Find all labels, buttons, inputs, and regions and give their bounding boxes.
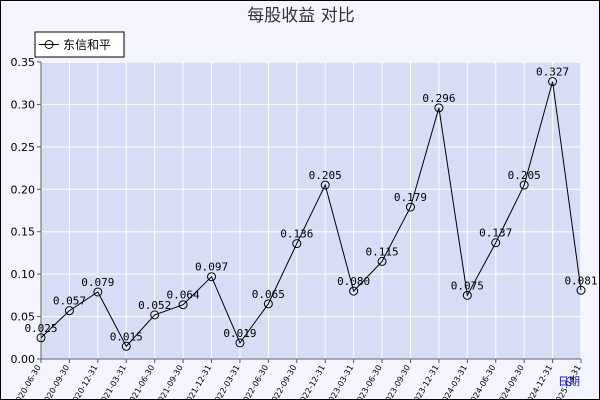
y-tick-label: 0.05: [11, 311, 36, 324]
data-label: 0.064: [167, 289, 200, 302]
data-point-marker: [292, 239, 302, 249]
x-tick-label: 2023-06-30: [353, 364, 384, 400]
y-axis: 0.00 0.05 0.10 0.15 0.20 0.25 0.30 0.35: [11, 56, 42, 366]
chart-title: 每股收益 对比: [247, 6, 354, 26]
data-point-marker: [121, 341, 131, 351]
y-tick-label: 0.25: [11, 141, 36, 154]
data-point-marker: [235, 338, 245, 348]
x-tick-label: 2024-12-31: [523, 364, 554, 400]
data-label: 0.075: [451, 279, 484, 292]
data-point-marker: [320, 180, 330, 190]
x-tick-label: 2021-12-31: [182, 364, 213, 400]
data-label: 0.179: [394, 191, 427, 204]
y-tick-label: 0.10: [11, 268, 36, 281]
x-tick-label: 2022-03-31: [211, 364, 242, 400]
x-tick-label: 2020-09-30: [40, 364, 71, 400]
data-label: 0.296: [422, 92, 455, 105]
data-point-marker: [548, 77, 558, 87]
data-label: 0.205: [309, 169, 342, 182]
y-tick-label: 0.15: [11, 226, 36, 239]
data-label: 0.019: [223, 327, 256, 340]
x-tick-label: 2024-09-30: [495, 364, 526, 400]
data-label: 0.052: [138, 299, 171, 312]
legend-marker-icon: [44, 40, 54, 49]
data-point-marker: [349, 286, 359, 296]
y-tick-label: 0.20: [11, 183, 36, 196]
data-point-marker: [491, 238, 501, 248]
data-point-marker: [434, 103, 444, 113]
data-point-marker: [64, 306, 74, 316]
x-tick-label: 2021-06-30: [125, 364, 156, 400]
data-label: 0.136: [280, 228, 313, 241]
x-tick-label: 2022-09-30: [267, 364, 298, 400]
data-point-marker: [93, 287, 103, 297]
x-tick-label: 2023-12-31: [410, 364, 441, 400]
plot-area: [40, 61, 582, 360]
data-point-marker: [405, 202, 415, 212]
x-tick-label: 2021-03-31: [97, 364, 128, 400]
x-tick-label: 2023-09-30: [381, 364, 412, 400]
data-point-marker: [207, 272, 217, 282]
data-point-marker: [519, 180, 529, 190]
data-point-marker: [576, 285, 586, 295]
data-point-marker: [150, 310, 160, 320]
data-label: 0.097: [195, 261, 228, 274]
data-label: 0.025: [24, 322, 57, 335]
x-axis-corner-label: 日期: [558, 375, 580, 388]
data-point-marker: [462, 290, 472, 300]
x-tick-label: 2022-06-30: [239, 364, 270, 400]
data-point-marker: [36, 333, 46, 343]
data-label: 0.079: [81, 276, 114, 289]
x-tick-label: 2022-12-31: [296, 364, 327, 400]
gridlines: [40, 61, 582, 360]
x-tick-label: 2020-12-31: [69, 364, 100, 400]
data-label: 0.115: [365, 245, 398, 258]
x-tick-label: 2024-03-31: [438, 364, 469, 400]
data-point-marker: [263, 299, 273, 309]
data-label: 0.065: [252, 288, 285, 301]
x-tick-label: 2023-03-31: [324, 364, 355, 400]
y-tick-label: 0.30: [11, 98, 36, 111]
series-polyline: [40, 81, 582, 348]
y-tick-label: 0.00: [11, 353, 36, 366]
data-label: 0.137: [479, 227, 512, 240]
data-label: 0.081: [564, 274, 597, 287]
legend-label: 东信和平: [63, 38, 111, 52]
data-label: 0.327: [536, 66, 569, 79]
data-label: 0.015: [110, 330, 143, 343]
x-tick-label: 2021-09-30: [154, 364, 185, 400]
x-tick-label: 2020-06-30: [12, 364, 43, 400]
y-tick-label: 0.35: [11, 56, 36, 69]
data-label: 0.080: [337, 275, 370, 288]
x-tick-label: 2024-06-30: [466, 363, 497, 399]
data-point-marker: [377, 256, 387, 266]
data-label: 0.205: [508, 169, 541, 182]
data-label: 0.057: [53, 295, 86, 308]
data-point-marker: [178, 300, 188, 310]
legend: 东信和平: [34, 31, 125, 58]
x-axis: 2020-06-302020-09-302020-12-312021-03-31…: [12, 358, 583, 400]
